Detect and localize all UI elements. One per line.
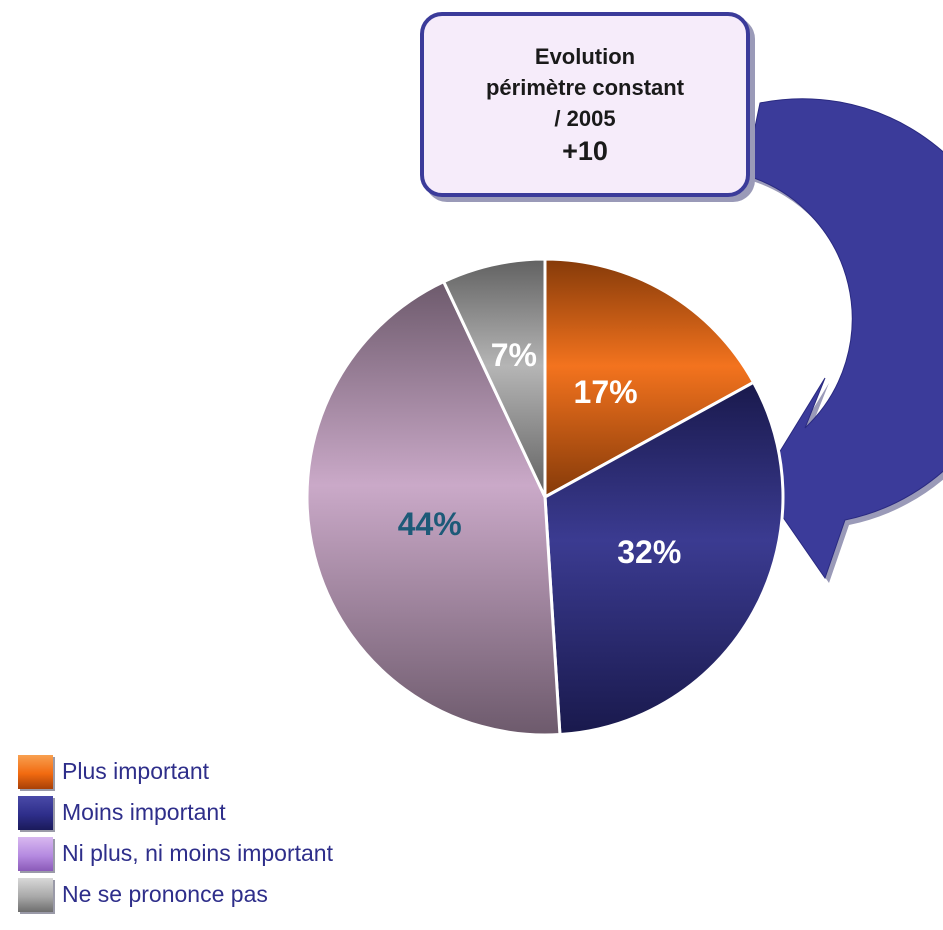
pie-slice-moins-important: [543, 380, 785, 737]
callout-line-3: / 2005: [554, 106, 616, 131]
pie-slice-ne-se-prononce-pas: [441, 257, 547, 498]
legend-swatch: [18, 837, 53, 871]
pie-label-0: 17%: [574, 374, 638, 410]
pie-chart: [305, 257, 785, 737]
callout-line-2: périmètre constant: [485, 75, 685, 100]
pie-label-2: 44%: [398, 506, 462, 542]
legend-swatch: [18, 796, 53, 830]
legend-label: Ni plus, ni moins important: [62, 840, 333, 866]
pie-label-1: 32%: [617, 534, 681, 570]
callout-line-1: Evolution: [534, 44, 636, 69]
legend-swatch: [18, 755, 53, 789]
legend-label: Ne se prononce pas: [62, 881, 268, 907]
pie-slice-plus-important: [543, 257, 756, 500]
legend-label: Moins important: [62, 799, 226, 825]
pie-labels: 17% 32% 44% 7%: [398, 337, 682, 570]
evolution-callout: Evolution périmètre constant / 2005 +10: [420, 12, 750, 197]
legend-label: Plus important: [62, 758, 210, 784]
callout-value: +10: [562, 136, 608, 166]
pie-label-3: 7%: [491, 337, 537, 373]
curved-arrow: [744, 98, 943, 583]
legend-swatch: [18, 878, 53, 912]
